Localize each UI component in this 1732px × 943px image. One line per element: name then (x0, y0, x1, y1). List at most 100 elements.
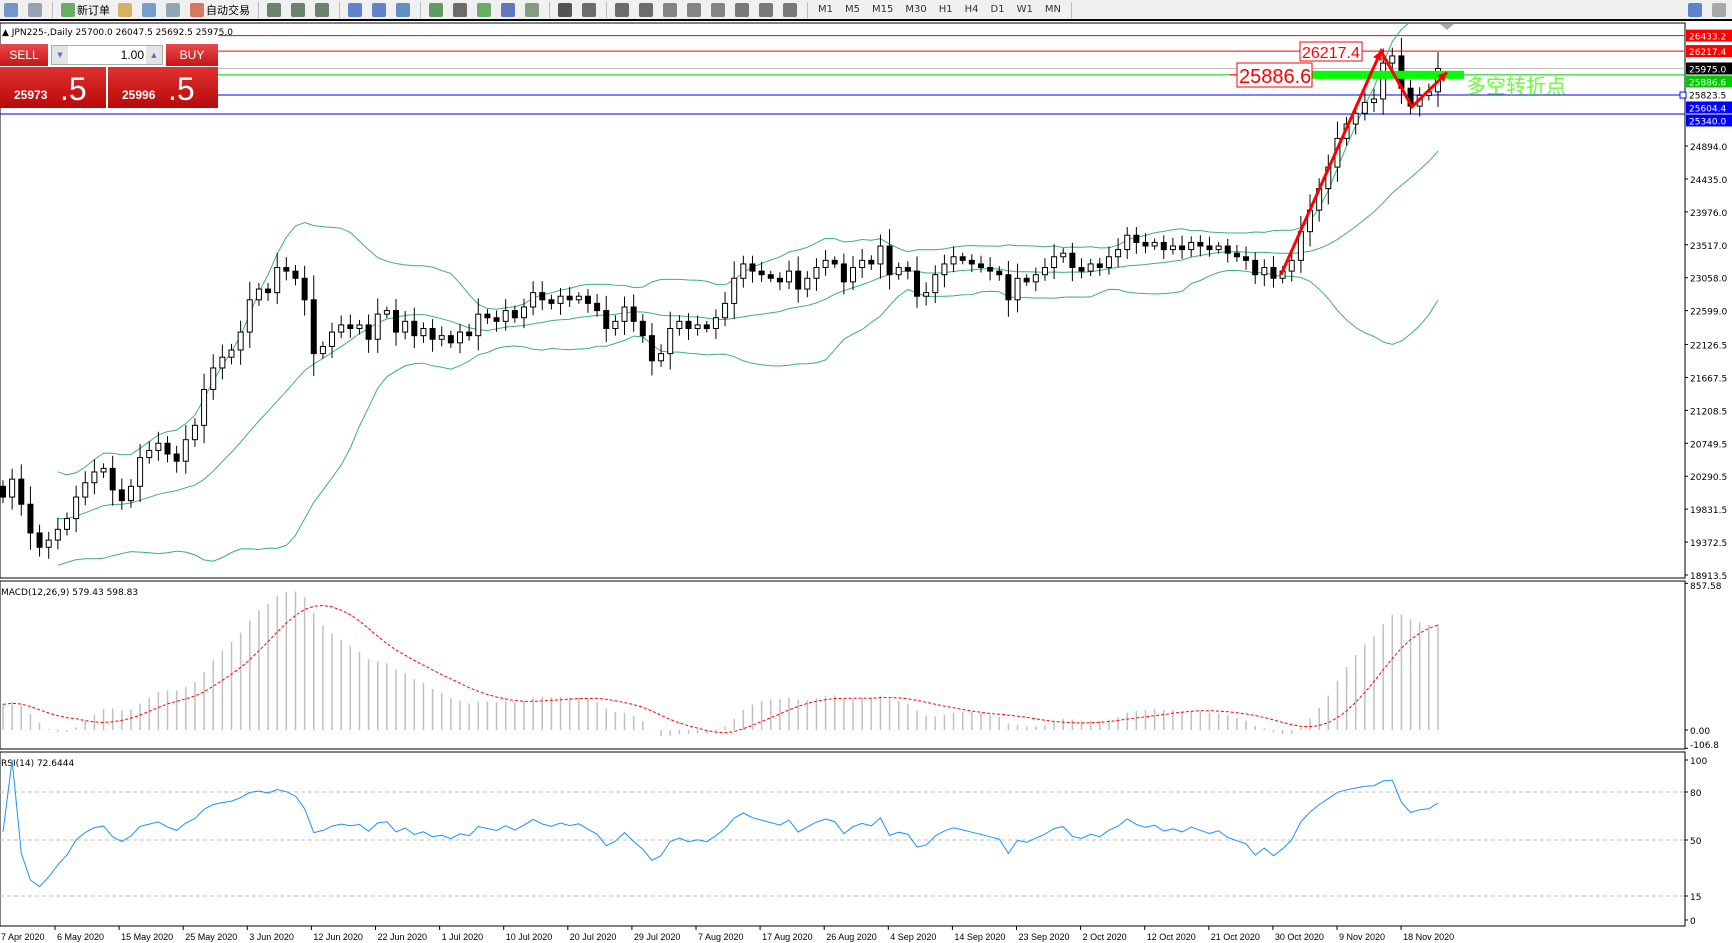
timeframe-w1[interactable]: W1 (1016, 4, 1033, 15)
navigator-icon[interactable] (24, 0, 48, 19)
chart-shift-icon[interactable] (449, 0, 473, 19)
timeframe-m30[interactable]: M30 (905, 4, 927, 15)
list-icon[interactable] (0, 0, 24, 19)
rsi-line (2, 759, 1439, 888)
sell-button[interactable]: SELL (0, 44, 48, 67)
timeframe-d1[interactable]: D1 (990, 4, 1005, 15)
candle-body (1060, 252, 1067, 258)
new-order-button[interactable]: 新订单 (57, 0, 114, 19)
periods-icon[interactable] (497, 0, 521, 19)
sell-price[interactable]: 25973 .5 (0, 67, 106, 108)
candle-body (1087, 263, 1094, 272)
candle-body (904, 267, 911, 272)
timeframe-mn[interactable]: MN (1044, 4, 1061, 15)
candle-body (228, 349, 235, 358)
timeframe-m5[interactable]: M5 (845, 4, 860, 15)
zoom-out-icon[interactable] (368, 0, 392, 19)
sell-price-fraction: .5 (60, 71, 87, 107)
candle-body (1389, 55, 1396, 64)
increase-lot-button[interactable]: ▲ (146, 46, 162, 64)
candle-body (1288, 259, 1295, 272)
candle-body (219, 356, 226, 369)
candle-body (630, 306, 637, 322)
market-watch-icon[interactable] (114, 0, 138, 19)
x-tick-label: 9 Nov 2020 (1339, 932, 1385, 942)
candle-body (914, 270, 920, 297)
macd-tick-label: -106.8 (1690, 741, 1719, 751)
toolbar-separator (1070, 1, 1072, 18)
toolbar-separator (339, 1, 340, 18)
trendline-icon[interactable] (659, 0, 683, 19)
candle (822, 249, 829, 276)
candle (850, 256, 857, 291)
candle (383, 306, 390, 319)
fibonacci-icon[interactable] (707, 0, 731, 19)
candle (201, 373, 208, 444)
candlestick-icon[interactable] (287, 0, 311, 19)
auto-scroll-icon[interactable] (425, 0, 449, 19)
decrease-lot-button[interactable]: ▼ (52, 46, 68, 64)
candle (1380, 48, 1387, 115)
cursor-icon-glyph (558, 2, 572, 17)
candle (237, 320, 244, 365)
candle-body (1179, 245, 1186, 251)
candle (1151, 238, 1158, 250)
search-icon[interactable] (1684, 0, 1708, 19)
bar-chart-icon[interactable] (263, 0, 287, 19)
candle-body (941, 263, 948, 276)
text-label-icon-glyph (759, 2, 773, 17)
templates-icon[interactable] (521, 0, 545, 19)
fibonacci-fan-icon[interactable] (683, 0, 707, 19)
signal-icon[interactable] (162, 0, 186, 19)
candle (831, 256, 838, 268)
candle-body (1124, 234, 1131, 251)
chart-window[interactable]: 26217.4 25886.6 ▲ JPN225-,Daily 25700.0 26… (0, 22, 1732, 943)
candle-body (420, 327, 427, 337)
tile-windows-icon[interactable] (392, 0, 416, 19)
lot-size-input[interactable] (70, 47, 144, 62)
timeframe-h1[interactable]: H1 (938, 4, 953, 15)
timeframe-h4[interactable]: H4 (964, 4, 979, 15)
candle-body (877, 245, 884, 265)
periods-icon-glyph (501, 2, 515, 17)
buy-price[interactable]: 25996 .5 (108, 67, 218, 108)
zoom-in-icon[interactable] (344, 0, 368, 19)
data-window-icon[interactable] (138, 0, 162, 19)
text-icon[interactable] (731, 0, 755, 19)
chat-icon[interactable] (1708, 0, 1732, 19)
candle (1206, 236, 1213, 257)
candle (1041, 258, 1048, 281)
bar-chart-icon-glyph (267, 2, 281, 17)
macd-label: MACD(12,26,9) 579.43 598.83 (1, 588, 138, 598)
buy-button[interactable]: BUY (166, 44, 218, 66)
candle (557, 287, 564, 315)
timeframe-m15[interactable]: M15 (872, 4, 894, 15)
line-chart-icon[interactable] (311, 0, 335, 19)
candle (1105, 246, 1112, 275)
cursor-icon[interactable] (554, 0, 578, 19)
timeframe-m1[interactable]: M1 (818, 4, 833, 15)
candle-body (374, 313, 381, 340)
vertical-line-icon[interactable] (611, 0, 635, 19)
candle (1051, 244, 1058, 280)
auto-trading-button[interactable]: 自动交易 (186, 0, 254, 19)
arrow-head-icon (1437, 72, 1447, 82)
horizontal-line-icon[interactable] (635, 0, 659, 19)
price-label-25975.0: 25975.0 (1686, 62, 1732, 75)
candle-body (1078, 267, 1085, 272)
crosshair-icon[interactable] (578, 0, 602, 19)
candle (630, 294, 637, 332)
lot-size-stepper[interactable]: ▼ ▲ (51, 45, 163, 65)
candle (959, 252, 966, 265)
x-tick-label: 3 Jun 2020 (249, 932, 294, 942)
x-tick-label: 25 May 2020 (185, 932, 237, 942)
candle-body (776, 277, 783, 283)
candle-body (310, 299, 317, 355)
text-label-icon[interactable] (755, 0, 779, 19)
candle (1069, 242, 1076, 282)
indicators-icon[interactable] (473, 0, 497, 19)
y-tick-label: 20290.5 (1690, 473, 1727, 483)
arrows-icon[interactable] (779, 0, 803, 19)
candle (374, 298, 381, 353)
candle (904, 261, 911, 280)
